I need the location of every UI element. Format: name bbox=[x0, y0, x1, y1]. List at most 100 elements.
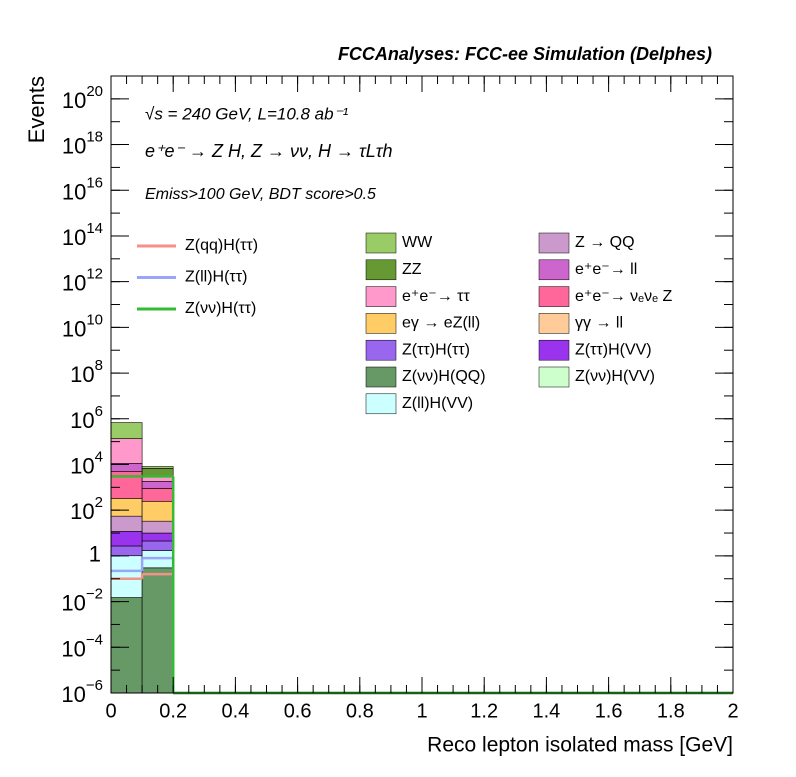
x-tick-label: 1.4 bbox=[532, 700, 560, 722]
y-tick-base: 10 bbox=[62, 88, 86, 113]
y-tick-base: 10 bbox=[70, 362, 94, 387]
bar-segment bbox=[141, 540, 174, 551]
y-tick-label: 1012 bbox=[62, 266, 103, 296]
legend-swatch bbox=[538, 259, 570, 281]
y-tick-base: 10 bbox=[61, 590, 85, 615]
bar-segment bbox=[141, 481, 174, 489]
legend-label: Z(νν)H(VV) bbox=[575, 368, 655, 385]
legend-swatch bbox=[365, 366, 397, 388]
y-tick-label: 1018 bbox=[62, 129, 103, 159]
y-tick-label: 10−4 bbox=[61, 631, 103, 661]
x-tick-label: 0.8 bbox=[346, 700, 374, 722]
y-tick-exponent: 18 bbox=[86, 129, 103, 146]
x-tick-label: 0.4 bbox=[221, 700, 249, 722]
bar-segment bbox=[141, 532, 174, 542]
y-tick-label: 104 bbox=[70, 448, 103, 478]
y-tick-label: 108 bbox=[70, 357, 103, 387]
bar-segment bbox=[141, 520, 174, 534]
annotation: √s = 240 GeV, L=10.8 ab⁻¹ bbox=[145, 104, 349, 123]
legend-swatch bbox=[365, 232, 397, 254]
x-tick-label: 0.2 bbox=[159, 700, 187, 722]
legend-label: Z(νν)H(QQ) bbox=[402, 368, 486, 385]
chart-title: FCCAnalyses: FCC-ee Simulation (Delphes) bbox=[338, 44, 712, 64]
legend-swatch bbox=[538, 286, 570, 307]
legend-swatch bbox=[365, 339, 397, 361]
y-tick-base: 10 bbox=[62, 133, 86, 158]
y-tick-label: 1014 bbox=[62, 220, 103, 250]
legend-swatch bbox=[365, 313, 397, 334]
x-tick-label: 1.2 bbox=[470, 700, 498, 722]
bar-segment bbox=[141, 567, 174, 694]
bar-segment bbox=[110, 597, 143, 694]
legend-swatch bbox=[365, 259, 397, 281]
y-tick-base: 10 bbox=[70, 408, 94, 433]
bar-segment bbox=[141, 488, 174, 502]
y-tick-base: 10 bbox=[70, 453, 94, 478]
legend-label: e⁺e⁻→ νₑνₑ Z bbox=[575, 288, 672, 305]
legend-label: Z(νν)H(ττ) bbox=[185, 300, 256, 317]
bar-segment bbox=[141, 466, 174, 469]
bar-segment bbox=[110, 422, 143, 439]
legend-label: WW bbox=[402, 234, 433, 251]
annotation: Emiss>100 GeV, BDT score>0.5 bbox=[145, 186, 376, 203]
legend-swatch bbox=[538, 232, 570, 254]
bar-segment bbox=[110, 555, 143, 598]
y-tick-base: 10 bbox=[61, 682, 85, 707]
x-axis-title: Reco lepton isolated mass [GeV] bbox=[427, 734, 733, 757]
y-tick-exponent: 10 bbox=[86, 311, 103, 328]
y-tick-label: 102 bbox=[70, 494, 103, 524]
legend-label: Z(ττ)H(ττ) bbox=[402, 341, 470, 358]
legend-swatch bbox=[538, 339, 570, 361]
legend-label: γγ → ll bbox=[575, 315, 623, 332]
legend-label: e⁺e⁻→ ll bbox=[575, 261, 637, 278]
y-tick-label: 1010 bbox=[62, 311, 103, 341]
y-tick-base: 10 bbox=[62, 179, 86, 204]
y-axis-title: Events bbox=[24, 76, 49, 143]
legend-label: Z → QQ bbox=[575, 234, 635, 251]
y-tick-exponent: 12 bbox=[86, 266, 103, 283]
y-tick-exponent: 6 bbox=[95, 403, 103, 420]
y-tick-exponent: 20 bbox=[86, 83, 103, 100]
y-tick-label: 10−6 bbox=[61, 677, 103, 707]
legend-swatch bbox=[365, 393, 397, 415]
legend-label: e⁺e⁻→ ττ bbox=[402, 288, 470, 305]
x-tick-label: 1 bbox=[416, 700, 427, 722]
bar-segment bbox=[110, 438, 143, 464]
x-tick-label: 0 bbox=[105, 700, 116, 722]
y-tick-base: 10 bbox=[70, 499, 94, 524]
y-tick-exponent: −4 bbox=[86, 631, 103, 648]
legend-swatch bbox=[538, 366, 570, 388]
legend-label: ZZ bbox=[402, 261, 422, 278]
x-tick-label: 1.8 bbox=[657, 700, 685, 722]
legend-swatch bbox=[365, 286, 397, 307]
y-tick-exponent: 16 bbox=[86, 174, 103, 191]
bar-segment bbox=[110, 515, 143, 532]
annotation: e⁺e⁻ → Z H, Z → νν, H → τLτh bbox=[145, 141, 393, 161]
legend-swatch bbox=[538, 313, 570, 334]
y-tick-label: 1 bbox=[89, 542, 101, 567]
y-tick-label: 10−2 bbox=[61, 586, 103, 616]
bar-segment bbox=[141, 500, 174, 522]
y-tick-label: 1016 bbox=[62, 174, 103, 204]
bar-segment bbox=[110, 531, 143, 547]
y-tick-exponent: 4 bbox=[95, 448, 103, 465]
x-tick-label: 0.6 bbox=[284, 700, 312, 722]
bar-segment bbox=[110, 545, 143, 557]
y-tick-label: 106 bbox=[70, 403, 103, 433]
legend-label: eγ → eZ(ll) bbox=[402, 315, 480, 332]
y-tick-base: 10 bbox=[61, 636, 85, 661]
y-tick-base: 10 bbox=[62, 270, 86, 295]
x-tick-label: 2 bbox=[727, 700, 738, 722]
bar-segment bbox=[110, 498, 143, 517]
legend-label: Z(ll)H(VV) bbox=[402, 395, 473, 412]
y-tick-label: 1020 bbox=[62, 83, 103, 113]
y-tick-base: 10 bbox=[62, 225, 86, 250]
y-tick-exponent: −6 bbox=[86, 677, 103, 694]
legend-label: Z(qq)H(ττ) bbox=[185, 237, 258, 254]
y-tick-exponent: 14 bbox=[86, 220, 103, 237]
legend-label: Z(ll)H(ττ) bbox=[185, 269, 247, 286]
y-tick-exponent: 8 bbox=[95, 357, 103, 374]
legend-label: Z(ττ)H(VV) bbox=[575, 341, 652, 358]
y-tick-base: 10 bbox=[62, 316, 86, 341]
